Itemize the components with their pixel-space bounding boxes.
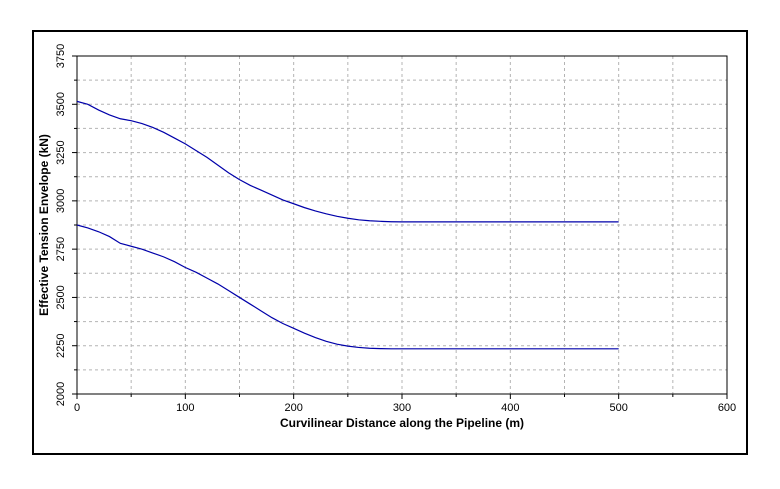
grid-lines [77,56,727,394]
x-tick-label: 300 [393,402,411,414]
x-tick-label: 100 [176,402,194,414]
y-tick-label: 3750 [55,44,67,68]
series-lines [76,100,619,350]
axis-ticks: 0 100 200 300 400 500 600 2000 2250 2500 2750 3000 3… [55,44,736,414]
x-tick-label: 0 [74,402,80,414]
y-tick-label: 2500 [55,285,67,309]
y-axis-title: Effective Tension Envelope (kN) [37,134,51,316]
x-tick-label: 600 [718,402,736,414]
y-tick-label: 3000 [55,189,67,213]
series-line-2 [76,224,619,350]
y-tick-label: 3250 [55,140,67,164]
x-tick-label: 500 [609,402,627,414]
x-tick-label: 400 [501,402,519,414]
line-chart: 0 100 200 300 400 500 600 2000 2250 2500 2750 3000 3… [37,44,736,430]
y-tick-label: 2000 [55,382,67,406]
y-tick-label: 2750 [55,237,67,261]
x-tick-label: 200 [284,402,302,414]
series-line-1 [76,100,619,223]
x-axis-title: Curvilinear Distance along the Pipeline … [280,416,524,430]
y-tick-label: 3500 [55,92,67,116]
y-tick-label: 2250 [55,333,67,357]
chart-frame: 0 100 200 300 400 500 600 2000 2250 2500 2750 3000 3… [32,30,748,455]
